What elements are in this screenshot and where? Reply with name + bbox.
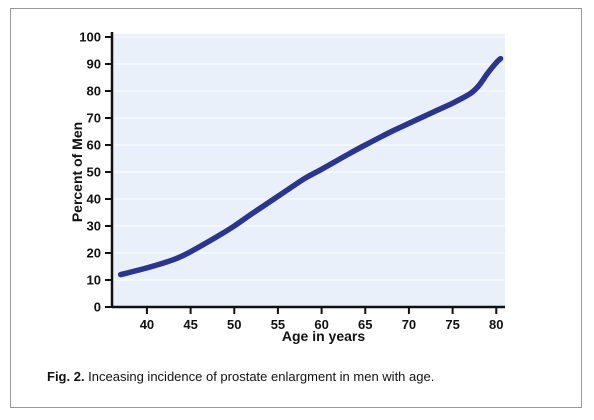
caption-text: Inceasing incidence of prostate enlargme… bbox=[84, 369, 435, 384]
y-tick-label: 0 bbox=[94, 300, 101, 315]
y-tick-label: 80 bbox=[87, 84, 101, 99]
x-tick-label: 50 bbox=[227, 317, 241, 332]
x-tick-label: 45 bbox=[183, 317, 197, 332]
x-tick-label: 70 bbox=[402, 317, 416, 332]
y-tick-label: 60 bbox=[87, 138, 101, 153]
x-tick-label: 65 bbox=[358, 317, 372, 332]
figure-number: Fig. 2. bbox=[47, 369, 85, 384]
y-tick-label: 40 bbox=[87, 192, 101, 207]
x-tick-label: 60 bbox=[314, 317, 328, 332]
y-tick-label: 70 bbox=[87, 111, 101, 126]
series bbox=[117, 55, 504, 278]
figure-caption: Fig. 2. Inceasing incidence of prostate … bbox=[47, 369, 434, 384]
x-tick-label: 75 bbox=[445, 317, 459, 332]
gridlines bbox=[112, 36, 505, 281]
incidence-curve bbox=[117, 55, 504, 278]
y-axis-label: Percent of Men bbox=[69, 122, 85, 222]
axes bbox=[110, 32, 505, 309]
x-tick-label: 40 bbox=[140, 317, 154, 332]
x-tick-label: 55 bbox=[271, 317, 285, 332]
y-tick-label: 100 bbox=[79, 30, 101, 45]
plot-area bbox=[112, 34, 505, 307]
y-tick-label: 90 bbox=[87, 57, 101, 72]
ticks: 0 10 20 30 40 50 60 70 80 90 100 40 45 50 55 60 65 70 75 80 bbox=[79, 30, 503, 333]
y-tick-label: 30 bbox=[87, 219, 101, 234]
y-tick-label: 20 bbox=[87, 246, 101, 261]
y-tick-label: 50 bbox=[87, 165, 101, 180]
x-tick-label: 80 bbox=[489, 317, 503, 332]
y-tick-label: 10 bbox=[87, 273, 101, 288]
x-axis-label: Age in years bbox=[282, 328, 365, 344]
